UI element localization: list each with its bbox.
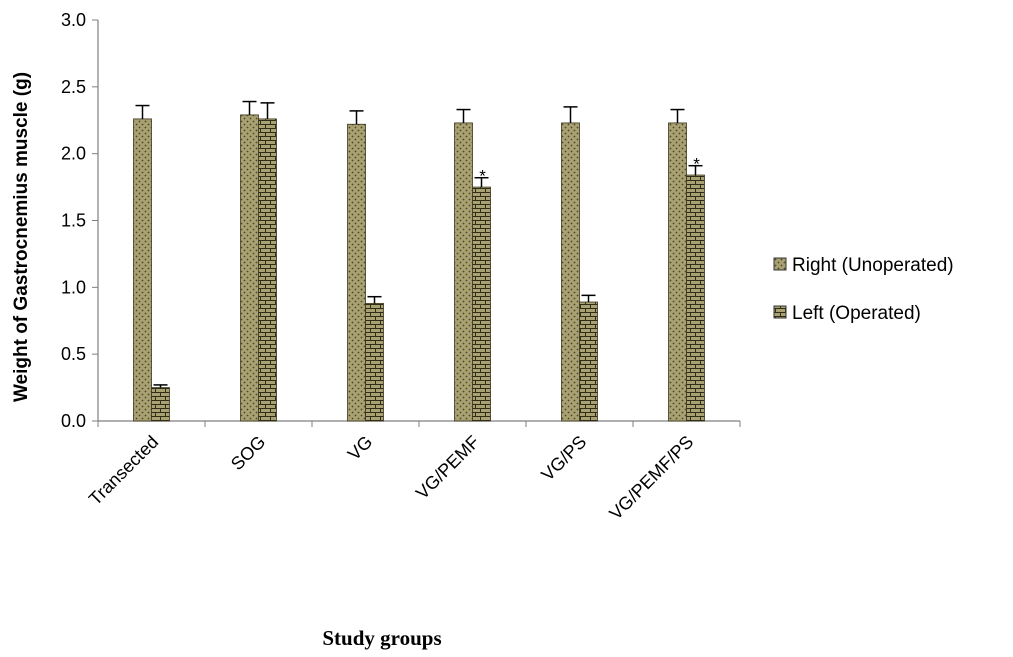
x-tick-label: VG/PEMF — [412, 432, 483, 503]
bar-right-sog — [240, 114, 259, 422]
x-tick-label: VG/PEMF/PS — [605, 432, 697, 524]
legend-swatch-left — [773, 305, 787, 319]
y-tick-label: 1.0 — [61, 277, 86, 297]
significance-marker: * — [693, 155, 700, 174]
x-tick-label: VG — [344, 432, 377, 465]
bar-right-vg-pemf — [454, 122, 473, 422]
bars — [133, 100, 705, 422]
y-axis-title: Weight of Gastrocnemius muscle (g) — [11, 72, 32, 402]
bar-right-vg-pemf-ps — [668, 122, 687, 422]
bar-left-vg-ps — [579, 301, 598, 422]
labels: * * Transected SOG VG VG/PEMF VG/PS VG/PEMF/PS — [85, 155, 700, 524]
legend-swatch-right — [773, 257, 787, 271]
bar-left-vg-pemf — [472, 186, 491, 422]
bar-right-vg — [347, 123, 366, 422]
y-tick-label: 2.5 — [61, 77, 86, 97]
y-tick-label: 1.5 — [61, 211, 86, 231]
legend-label-left: Left (Operated) — [792, 303, 921, 324]
y-tick-label: 2.0 — [61, 144, 86, 164]
bar-right-transected — [133, 118, 152, 422]
x-tick-label: VG/PS — [537, 432, 590, 485]
bar-right-vg-ps — [561, 122, 580, 422]
y-tick-label: 0.5 — [61, 344, 86, 364]
x-tick-label: Transected — [85, 432, 162, 509]
bar-left-vg — [365, 302, 384, 422]
legend: Right (Unoperated) Left (Operated) — [773, 255, 954, 324]
y-tick-label: 3.0 — [61, 10, 86, 30]
x-axis-title: Study groups — [322, 626, 441, 650]
bar-left-sog — [258, 118, 277, 422]
axes: 0.0 0.5 1.0 1.5 2.0 2.5 3.0 — [61, 10, 741, 431]
y-tick-label: 0.0 — [61, 411, 86, 431]
x-tick-label: SOG — [227, 432, 269, 474]
bar-left-vg-pemf-ps — [686, 174, 705, 422]
legend-label-right: Right (Unoperated) — [792, 255, 954, 276]
significance-marker: * — [479, 167, 486, 186]
bar-left-transected — [151, 387, 170, 422]
